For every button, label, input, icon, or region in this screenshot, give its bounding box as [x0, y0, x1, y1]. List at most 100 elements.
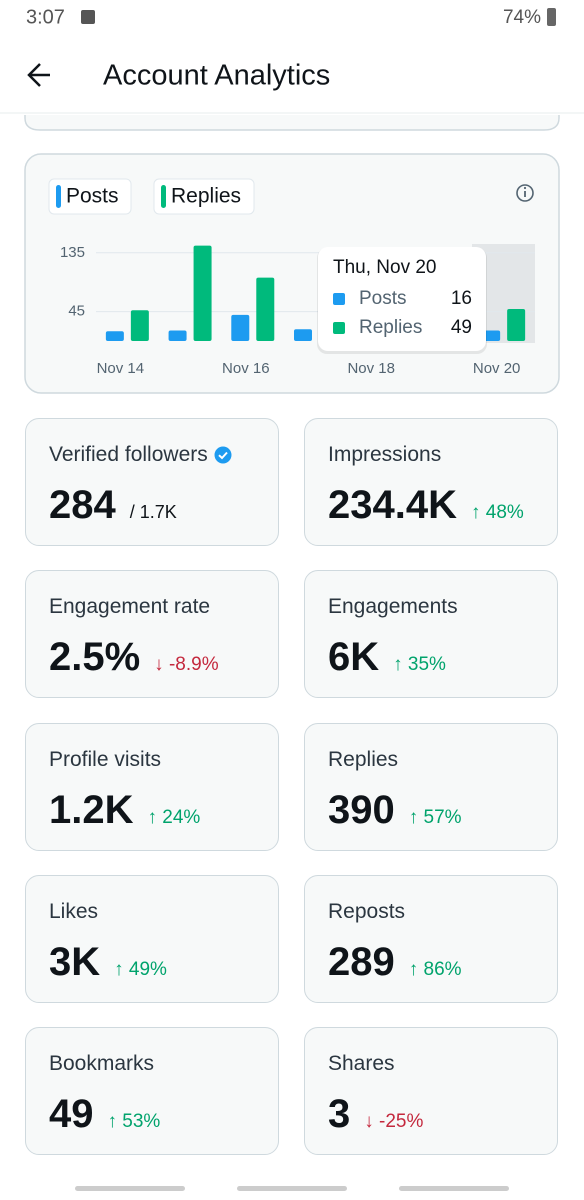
- x-tick-label: Nov 18: [347, 360, 395, 377]
- bar: [256, 277, 275, 341]
- badge-circle: [214, 446, 232, 464]
- stat-label: Likes: [49, 899, 99, 923]
- stat-value: 6K: [328, 635, 380, 680]
- tooltip-swatch: [333, 293, 345, 305]
- stat-label-row: Impressions: [328, 443, 441, 467]
- bar: [507, 308, 526, 341]
- stat-card[interactable]: Reposts 289 ↑ 86%: [304, 874, 558, 1003]
- bar: [482, 330, 501, 341]
- status-icon: [81, 10, 95, 24]
- stat-label: Impressions: [328, 443, 442, 466]
- stat-row: 284 / 1.7K: [49, 483, 177, 528]
- stat-change: ↑ 53%: [107, 1111, 161, 1133]
- stat-row: 3K ↑ 49%: [49, 940, 167, 985]
- nav-bar-left: [75, 1186, 185, 1191]
- stat-row: 49 ↑ 53%: [49, 1092, 160, 1137]
- tooltip-value: 49: [451, 317, 472, 338]
- stat-card[interactable]: Profile visits 1.2K ↑ 24%: [25, 722, 279, 851]
- bar: [193, 245, 212, 341]
- stat-card[interactable]: Bookmarks 49 ↑ 53%: [25, 1027, 279, 1156]
- x-tick-label: Nov 16: [222, 360, 270, 377]
- bar: [130, 310, 149, 341]
- previous-card: [24, 115, 560, 131]
- stat-change: ↑ 35%: [393, 654, 446, 676]
- stat-card[interactable]: Engagement rate 2.5% ↓ -8.9%: [25, 570, 279, 699]
- stat-card[interactable]: Shares 3 ↓ -25%: [304, 1027, 558, 1156]
- stat-label-row: Replies: [328, 748, 398, 772]
- nav-bar-center: [237, 1186, 347, 1191]
- tooltip-title: Thu, Nov 20: [333, 257, 437, 278]
- info-icon[interactable]: [516, 184, 534, 202]
- stat-value: 2.5%: [49, 635, 141, 680]
- stat-label: Engagement rate: [49, 595, 211, 619]
- status-battery: 74%: [503, 7, 541, 28]
- stat-value: 284: [49, 483, 116, 527]
- verified-badge: [214, 446, 232, 464]
- back-button[interactable]: [27, 63, 50, 87]
- tooltip-swatch: [333, 322, 345, 334]
- y-tick-label: 135: [60, 244, 85, 261]
- stat-label-row: Engagement rate: [49, 595, 210, 619]
- stat-change: ↓ -25%: [364, 1111, 424, 1133]
- x-tick-label: Nov 14: [97, 360, 145, 377]
- stat-card[interactable]: Engagements 6K ↑ 35%: [304, 570, 558, 699]
- stat-label-row: Shares: [328, 1052, 395, 1076]
- legend-item: [48, 178, 132, 215]
- stat-change: ↑ 24%: [147, 806, 201, 828]
- stat-label-row: Profile visits: [49, 748, 161, 772]
- legend-swatch: [161, 185, 166, 208]
- stat-change: ↑ 48%: [470, 502, 524, 523]
- stat-row: 390 ↑ 57%: [328, 788, 462, 833]
- stat-value: 3K: [49, 939, 101, 984]
- stat-label-row: Reposts: [328, 900, 405, 924]
- stat-value: 289: [328, 939, 395, 984]
- legend-swatch: [56, 185, 61, 208]
- y-tick-label: 45: [68, 303, 85, 320]
- info-icon-dot: [523, 186, 527, 190]
- stat-label: Reposts: [328, 899, 406, 923]
- stat-label: Shares: [328, 1052, 395, 1076]
- tooltip: Thu, Nov 20 Posts 16 Replies 49: [317, 247, 487, 354]
- nav-bar-right: [399, 1186, 509, 1191]
- x-tick-label: Nov 20: [473, 360, 521, 377]
- stat-value: 3: [328, 1092, 351, 1137]
- stat-change: ↑ 57%: [408, 806, 462, 828]
- stat-label: Engagements: [328, 595, 458, 619]
- tooltip-value: 16: [451, 288, 472, 309]
- stat-label-row: Likes: [49, 900, 98, 924]
- stat-card[interactable]: Likes 3K ↑ 49%: [25, 874, 279, 1003]
- stat-label: Profile visits: [49, 747, 162, 771]
- stat-label: Replies: [328, 747, 399, 771]
- legend-label: Replies: [171, 185, 241, 208]
- legend-item: [153, 178, 255, 215]
- stat-value: 49: [49, 1092, 94, 1137]
- stat-card[interactable]: Verified followers 284 / 1.7K: [25, 418, 279, 546]
- stat-card[interactable]: Impressions 234.4K ↑ 48%: [304, 418, 558, 546]
- stat-label-row: Verified followers: [49, 443, 232, 467]
- stat-label: Verified followers: [49, 443, 208, 466]
- stat-change: ↑ 86%: [408, 958, 462, 980]
- tooltip-label: Posts: [359, 288, 407, 309]
- bar: [105, 331, 124, 341]
- bar: [294, 329, 312, 341]
- page-title: Account Analytics: [103, 60, 330, 92]
- stat-row: 234.4K ↑ 48%: [328, 483, 524, 528]
- tooltip-box: [318, 247, 486, 351]
- stat-change: ↑ 49%: [114, 958, 167, 980]
- stat-row: 1.2K ↑ 24%: [49, 788, 200, 833]
- stat-label-row: Engagements: [328, 595, 458, 619]
- stat-label: Bookmarks: [49, 1052, 155, 1076]
- battery-icon: [547, 8, 556, 26]
- status-time: 3:07: [26, 6, 65, 28]
- stat-row: 6K ↑ 35%: [328, 635, 446, 680]
- bar: [231, 314, 250, 341]
- stat-card[interactable]: Replies 390 ↑ 57%: [304, 722, 558, 851]
- stat-value: 1.2K: [49, 787, 134, 832]
- stat-row: 2.5% ↓ -8.9%: [49, 635, 219, 680]
- stat-value: 234.4K: [328, 483, 457, 527]
- stat-row: 289 ↑ 86%: [328, 940, 462, 985]
- stat-row: 3 ↓ -25%: [328, 1092, 423, 1137]
- stat-secondary: / 1.7K: [129, 502, 177, 522]
- stat-change: ↓ -8.9%: [154, 654, 219, 676]
